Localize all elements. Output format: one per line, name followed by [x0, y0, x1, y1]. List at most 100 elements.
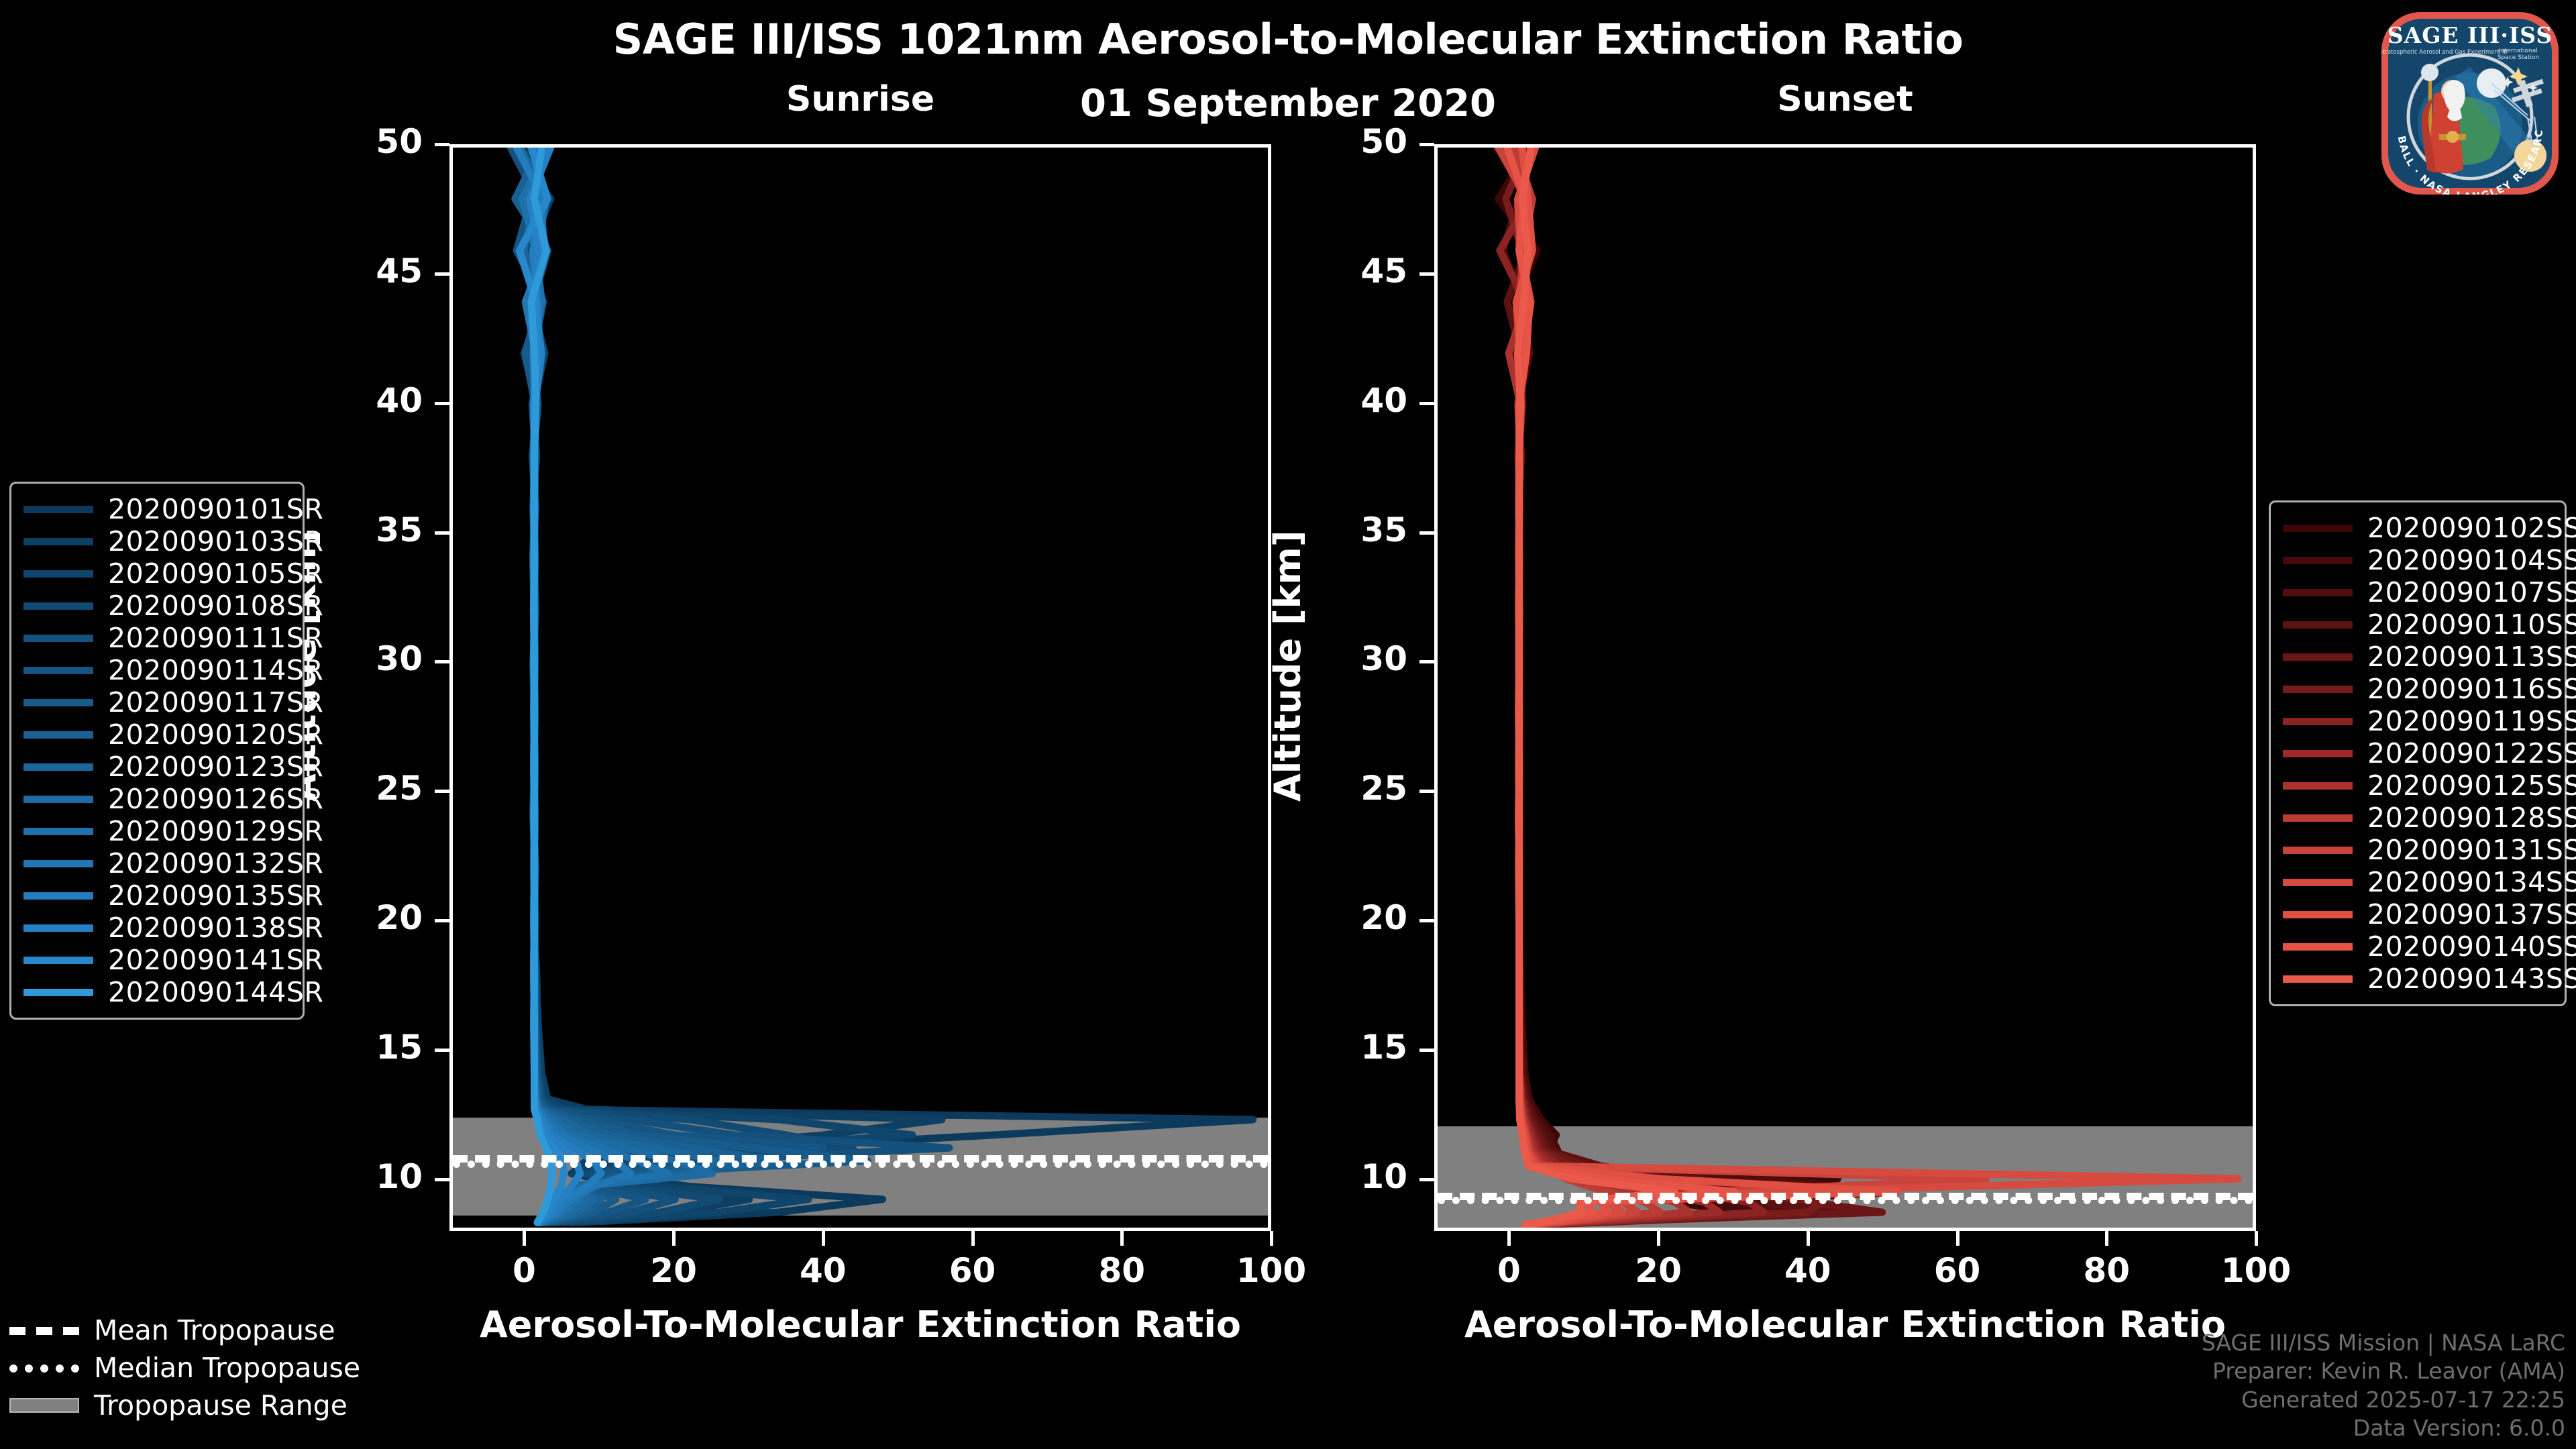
legend-item[interactable]: 2020090102SS: [2283, 512, 2576, 544]
series-line: [511, 148, 783, 1226]
legend-color-swatch: [23, 602, 93, 610]
legend-item[interactable]: 2020090123SR: [23, 751, 323, 783]
y-tick-mark: [1419, 1049, 1434, 1052]
legend-item[interactable]: 2020090107SS: [2283, 576, 2576, 608]
legend-item[interactable]: 2020090108SR: [23, 590, 323, 622]
legend-item[interactable]: 2020090114SR: [23, 654, 323, 686]
legend-item[interactable]: 2020090116SS: [2283, 673, 2576, 705]
mean-tropopause-line: [453, 1155, 1268, 1163]
legend-item-median-tropopause: Median Tropopause: [9, 1351, 360, 1385]
x-tick-label: 0: [512, 1251, 536, 1290]
legend-item[interactable]: 2020090144SR: [23, 976, 323, 1008]
legend-item[interactable]: 2020090110SS: [2283, 608, 2576, 641]
legend-item[interactable]: 2020090134SS: [2283, 866, 2576, 898]
legend-item-label: 2020090131SS: [2367, 834, 2576, 866]
legend-color-swatch: [2283, 588, 2353, 596]
legend-item-label: 2020090137SS: [2367, 898, 2576, 930]
y-tick-label: 20: [376, 898, 423, 938]
credits: SAGE III/ISS Mission | NASA LaRC Prepare…: [2202, 1329, 2565, 1442]
y-tick-mark: [435, 531, 449, 535]
x-tick-mark: [821, 1231, 825, 1246]
svg-text:International: International: [2499, 48, 2537, 54]
y-tick-mark: [1419, 143, 1434, 146]
legend-item[interactable]: 2020090126SR: [23, 783, 323, 815]
legend-item[interactable]: 2020090143SS: [2283, 963, 2576, 995]
legend-item[interactable]: 2020090140SS: [2283, 930, 2576, 963]
legend-item[interactable]: 2020090113SS: [2283, 641, 2576, 673]
legend-color-swatch: [23, 924, 93, 932]
x-tick-label: 20: [1635, 1251, 1682, 1290]
legend-color-swatch: [23, 859, 93, 867]
legend-item[interactable]: 2020090141SR: [23, 944, 323, 976]
legend-item[interactable]: 2020090132SR: [23, 847, 323, 879]
legend-color-swatch: [2283, 556, 2353, 564]
legend-item-label: 2020090122SS: [2367, 737, 2576, 769]
y-tick-mark: [435, 790, 449, 794]
series-line: [519, 148, 1257, 1226]
y-tick-label: 30: [1360, 639, 1407, 679]
legend-item[interactable]: 2020090101SR: [23, 493, 323, 525]
x-tick-mark: [523, 1231, 527, 1246]
y-tick-mark: [435, 272, 449, 276]
x-tick-mark: [1507, 1231, 1511, 1246]
series-line: [1513, 148, 2242, 1228]
legend-sunset: 2020090102SS 2020090104SS 2020090107SS 2020…: [2269, 500, 2576, 1006]
legend-color-swatch: [23, 634, 93, 642]
legend-item[interactable]: 2020090138SR: [23, 912, 323, 944]
legend-item-label: 2020090134SS: [2367, 866, 2576, 898]
y-tick-mark: [1419, 790, 1434, 794]
legend-item[interactable]: 2020090135SR: [23, 879, 323, 912]
legend-color-swatch: [2283, 653, 2353, 661]
series-line: [1512, 148, 1901, 1228]
credit-mission: SAGE III/ISS Mission | NASA LaRC: [2201, 1330, 2565, 1356]
legend-item-label: 2020090126SR: [108, 783, 324, 815]
legend-item[interactable]: 2020090117SR: [23, 686, 323, 718]
legend-item[interactable]: 2020090104SS: [2283, 544, 2576, 576]
y-tick-label: 35: [1360, 510, 1407, 549]
x-axis-label: Aerosol-To-Molecular Extinction Ratio: [480, 1303, 1241, 1346]
legend-item[interactable]: 2020090120SR: [23, 718, 323, 751]
legend-item-label: 2020090104SS: [2367, 544, 2576, 576]
series-line: [517, 148, 871, 1226]
legend-color-swatch: [23, 666, 93, 674]
legend-item-label: 2020090107SS: [2367, 576, 2576, 608]
dotted-line-icon: [9, 1359, 79, 1377]
x-tick-label: 80: [2083, 1251, 2131, 1290]
filled-band-icon: [9, 1397, 79, 1414]
series-line: [1493, 148, 1856, 1228]
legend-color-swatch: [2283, 910, 2353, 918]
series-line: [1499, 148, 1901, 1228]
legend-item-label: 2020090141SR: [108, 944, 324, 976]
legend-color-swatch: [2283, 685, 2353, 693]
y-tick-label: 45: [376, 251, 423, 290]
legend-item[interactable]: 2020090122SS: [2283, 737, 2576, 769]
sage-iii-iss-mission-patch-logo: SAGE III·ISS Stratospheric Aerosol and G…: [2381, 12, 2559, 195]
legend-item[interactable]: 2020090103SR: [23, 525, 323, 557]
series-line: [506, 148, 953, 1226]
legend-item[interactable]: 2020090129SR: [23, 815, 323, 847]
legend-item-tropopause-range: Tropopause Range: [9, 1389, 360, 1422]
legend-item[interactable]: 2020090131SS: [2283, 834, 2576, 866]
series-line: [514, 148, 916, 1226]
legend-item[interactable]: 2020090128SS: [2283, 802, 2576, 834]
legend-item[interactable]: 2020090137SS: [2283, 898, 2576, 930]
legend-color-swatch: [23, 731, 93, 739]
series-line: [1503, 148, 1841, 1228]
x-tick-label: 100: [1236, 1251, 1307, 1290]
y-tick-label: 45: [1360, 251, 1407, 290]
legend-item[interactable]: 2020090125SS: [2283, 769, 2576, 802]
series-line: [510, 148, 946, 1226]
y-tick-mark: [435, 1177, 449, 1181]
legend-item[interactable]: 2020090105SR: [23, 557, 323, 590]
legend-item[interactable]: 2020090111SR: [23, 622, 323, 654]
legend-color-swatch: [2283, 975, 2353, 983]
svg-text:Space Station: Space Station: [2498, 54, 2539, 61]
x-tick-mark: [672, 1231, 676, 1246]
legend-item[interactable]: 2020090119SS: [2283, 705, 2576, 737]
x-tick-mark: [2255, 1231, 2258, 1246]
legend-item-label: 2020090116SS: [2367, 673, 2576, 705]
y-tick-label: 25: [376, 769, 423, 808]
legend-color-swatch: [2283, 782, 2353, 790]
median-tropopause-line: [1438, 1197, 2253, 1205]
y-tick-mark: [1419, 919, 1434, 923]
